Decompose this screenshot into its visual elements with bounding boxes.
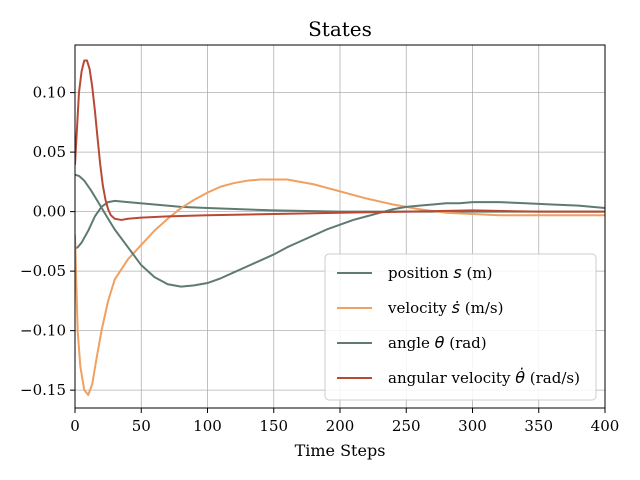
legend-label-2: velocity ṡ (m/s): [387, 298, 503, 317]
y-ticks: −0.15 −0.10 −0.05 0.00 0.05 0.10: [20, 84, 75, 399]
legend-label-symbol: ṡ: [452, 298, 460, 317]
y-tick-label: −0.05: [20, 262, 66, 280]
y-tick-label: 0.00: [33, 203, 66, 221]
x-tick-label: 250: [392, 417, 421, 435]
series-line-2: [75, 178, 605, 396]
series-line-4: [75, 59, 605, 221]
legend-label-3: angle θ (rad): [388, 333, 487, 352]
x-axis-label: Time Steps: [295, 441, 386, 460]
y-tick-label: −0.10: [20, 322, 66, 340]
legend-box: [324, 253, 597, 401]
x-tick-label: 200: [326, 417, 355, 435]
y-tick-label: 0.05: [33, 143, 66, 161]
legend-label-unit: (rad/s): [525, 369, 580, 387]
legend-label-4: angular velocity θ̇ (rad/s): [388, 368, 580, 387]
x-tick-label: 300: [458, 417, 487, 435]
series-line-3: [75, 173, 605, 288]
x-tick-label: 50: [132, 417, 151, 435]
legend-label-text: velocity: [387, 299, 452, 317]
legend-label-text: position: [388, 264, 453, 282]
legend-label-unit: (m): [462, 264, 493, 282]
x-tick-label: 350: [524, 417, 553, 435]
x-tick-label: 100: [193, 417, 222, 435]
x-ticks: 0 50 100 150 200 250 300 350 400: [70, 408, 619, 435]
y-tick-label: −0.15: [20, 381, 66, 399]
legend-label-text: angular velocity: [388, 369, 515, 387]
x-tick-label: 0: [70, 417, 80, 435]
legend: position s (m) velocity ṡ (m/s) angle θ (r…: [324, 253, 597, 401]
y-tick-label: 0.10: [33, 84, 66, 102]
legend-label-text: angle: [388, 334, 435, 352]
series-group: [75, 59, 605, 396]
legend-label-symbol: θ̇: [515, 368, 525, 387]
legend-label-1: position s (m): [388, 263, 492, 282]
x-tick-label: 150: [259, 417, 288, 435]
legend-label-unit: (rad): [444, 334, 486, 352]
chart-title: States: [308, 17, 372, 41]
legend-label-symbol: s: [453, 263, 461, 282]
legend-label-unit: (m/s): [460, 299, 503, 317]
legend-label-symbol: θ: [435, 333, 445, 352]
x-tick-label: 400: [591, 417, 620, 435]
